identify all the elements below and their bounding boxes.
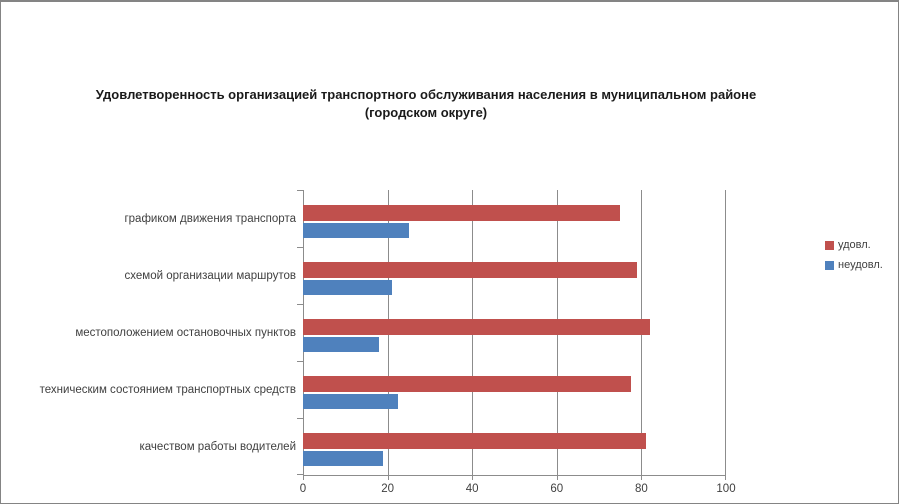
legend-entry-: удовл. — [825, 235, 883, 255]
bar--2 — [303, 280, 392, 295]
value-axis-labels: 0 20 40 60 80 100 — [299, 483, 736, 499]
y-axis-tick-3 — [297, 361, 303, 362]
x-axis-tick-100 — [725, 475, 726, 480]
chart-title: Удовлетворенность организацией транспорт… — [86, 86, 766, 122]
legend-label: неудовл. — [838, 259, 883, 271]
bar--1 — [303, 223, 409, 238]
y-axis-tick-1 — [297, 247, 303, 248]
gridline-100 — [725, 190, 726, 475]
x-axis-label-80: 80 — [634, 483, 648, 495]
y-axis-tick-4 — [297, 418, 303, 419]
y-axis-tick-0 — [297, 190, 303, 191]
bar--3 — [303, 337, 380, 352]
category-label-3: местоположением остановочных пунктов — [75, 327, 296, 339]
bar--4 — [303, 394, 399, 409]
x-axis-label-60: 60 — [550, 483, 564, 495]
category-label-2: схемой организации маршрутов — [124, 270, 296, 282]
category-label-1: графиком движения транспорта — [124, 213, 296, 225]
x-axis-tick-60 — [556, 475, 558, 480]
y-axis-tick-2 — [297, 304, 303, 305]
legend-entry-: неудовл. — [825, 255, 883, 275]
x-axis-tick-80 — [641, 475, 643, 480]
y-axis-tick-5 — [297, 474, 303, 475]
legend-swatch-icon — [825, 240, 834, 250]
chart-title-line2: (городском округе) — [364, 105, 488, 120]
bar--1 — [303, 205, 621, 221]
bar--3 — [303, 319, 650, 335]
bar--2 — [303, 262, 638, 278]
category-axis-labels: графиком движения транспорта схемой орган… — [1, 190, 296, 475]
legend-label: удовл. — [838, 239, 871, 251]
bar--4 — [303, 376, 631, 392]
category-label-5: качеством работы водителей — [139, 441, 297, 453]
x-axis-label-0: 0 — [299, 483, 307, 495]
x-axis-tick-40 — [472, 475, 474, 480]
x-axis-tick-0 — [303, 475, 304, 480]
legend-swatch-icon — [825, 260, 834, 270]
x-axis-tick-20 — [387, 475, 389, 480]
plot-area — [297, 190, 726, 480]
x-axis-label-100: 100 — [716, 483, 736, 495]
x-axis-label-20: 20 — [381, 483, 394, 495]
bar--5 — [303, 451, 384, 466]
category-label-4: техническим состоянием транспортных сред… — [39, 384, 296, 396]
chart-title-line1: Удовлетворенность организацией транспорт… — [95, 87, 757, 102]
bar--5 — [303, 433, 646, 449]
x-axis-label-40: 40 — [465, 483, 479, 495]
legend: удовл. неудовл. — [825, 235, 883, 275]
